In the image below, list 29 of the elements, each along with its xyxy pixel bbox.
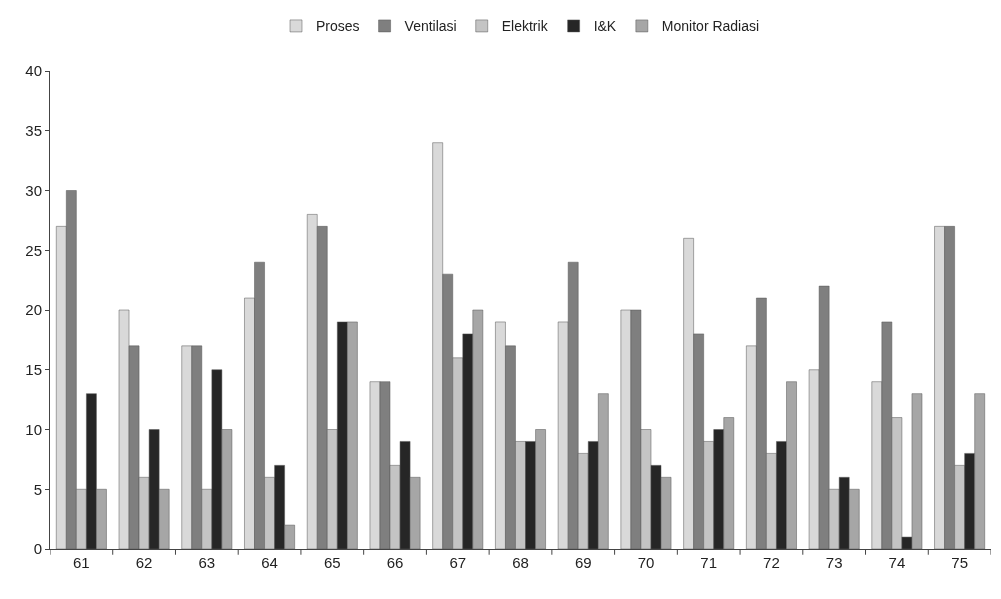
x-tick-label: 71 <box>700 554 718 571</box>
x-tick-label: 62 <box>135 554 153 571</box>
y-tick-label: 0 <box>33 540 42 558</box>
x-tick-label: 72 <box>763 554 780 571</box>
x-tick-label: 73 <box>825 554 843 571</box>
x-tick-label: 65 <box>323 554 341 571</box>
x-tick-label: 61 <box>73 554 90 571</box>
x-tick-label: 75 <box>951 554 968 571</box>
x-tick-label: 69 <box>574 554 592 571</box>
legend-label: Elektrik <box>501 18 549 35</box>
y-tick-label: 40 <box>25 62 42 80</box>
y-tick-label: 30 <box>25 181 42 199</box>
x-tick-label: 67 <box>449 554 467 571</box>
legend-label: Monitor Radiasi <box>661 18 760 35</box>
y-tick-label: 20 <box>25 301 42 319</box>
y-tick-label: 15 <box>25 361 42 378</box>
y-tick-label: 35 <box>25 122 42 139</box>
x-tick-label: 70 <box>637 554 655 571</box>
y-tick-label: 25 <box>25 241 42 259</box>
x-tick-label: 68 <box>512 554 529 571</box>
x-tick-label: 63 <box>198 554 216 571</box>
legend-label: Ventilasi <box>404 18 457 35</box>
x-tick-label: 64 <box>261 554 278 571</box>
legend-label: I&K <box>593 18 617 35</box>
legend-label: Proses <box>316 18 360 35</box>
x-tick-label: 74 <box>888 554 906 571</box>
y-tick-label: 10 <box>25 420 42 438</box>
x-tick-label: 66 <box>386 554 404 571</box>
y-tick-label: 5 <box>33 480 42 498</box>
